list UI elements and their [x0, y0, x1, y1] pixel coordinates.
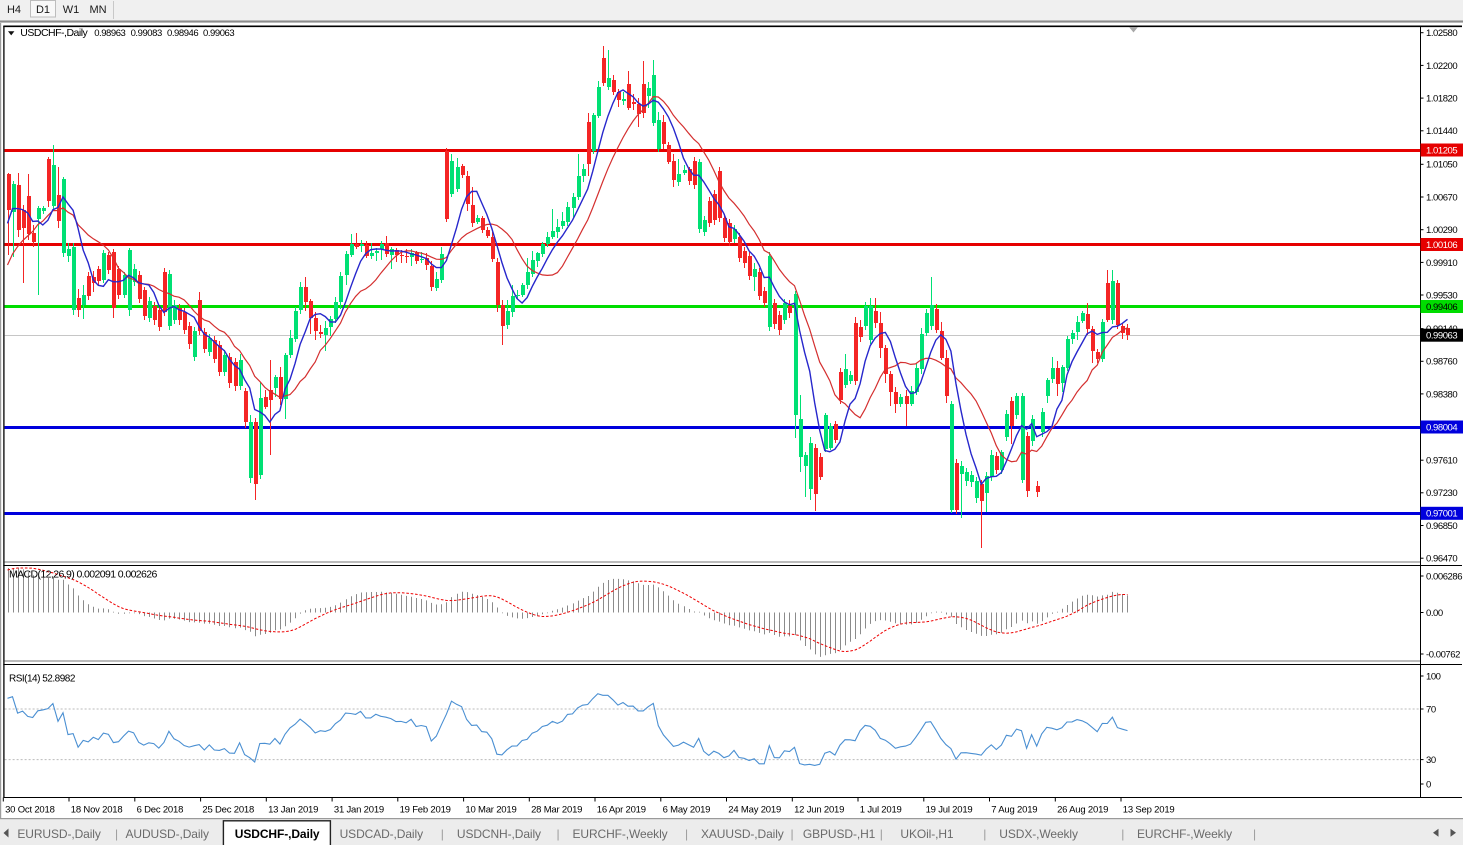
svg-text:0.98760: 0.98760: [1426, 357, 1457, 368]
svg-text:1.00290: 1.00290: [1426, 225, 1457, 236]
svg-text:0.00: 0.00: [1426, 608, 1443, 619]
svg-text:|: |: [115, 827, 118, 841]
svg-text:0: 0: [1426, 779, 1431, 790]
svg-text:USDCAD-,Daily: USDCAD-,Daily: [340, 827, 423, 841]
svg-text:|: |: [557, 827, 560, 841]
svg-text:0.97001: 0.97001: [1426, 509, 1457, 520]
svg-text:30 Oct 2018: 30 Oct 2018: [5, 805, 55, 816]
svg-text:1.01205: 1.01205: [1426, 145, 1457, 156]
svg-text:1.01820: 1.01820: [1426, 94, 1457, 105]
svg-text:18 Nov 2018: 18 Nov 2018: [71, 805, 123, 816]
svg-text:MN: MN: [89, 4, 106, 16]
svg-text:30: 30: [1426, 755, 1436, 766]
svg-text:1.00106: 1.00106: [1426, 240, 1457, 251]
svg-text:0.98004: 0.98004: [1426, 422, 1457, 433]
svg-text:0.99910: 0.99910: [1426, 258, 1457, 269]
svg-text:H4: H4: [7, 4, 21, 16]
svg-text:|: |: [441, 827, 444, 841]
svg-text:24 May 2019: 24 May 2019: [728, 805, 781, 816]
svg-text:USDX-,Weekly: USDX-,Weekly: [999, 827, 1078, 841]
svg-text:|: |: [1121, 827, 1124, 841]
svg-text:EURCHF-,Weekly: EURCHF-,Weekly: [573, 827, 668, 841]
svg-text:1 Jul 2019: 1 Jul 2019: [860, 805, 902, 816]
svg-text:|: |: [685, 827, 688, 841]
svg-text:|: |: [1253, 827, 1256, 841]
svg-text:1.01440: 1.01440: [1426, 126, 1457, 137]
svg-text:13 Sep 2019: 13 Sep 2019: [1123, 805, 1175, 816]
svg-text:7 Aug 2019: 7 Aug 2019: [991, 805, 1037, 816]
svg-text:31 Jan 2019: 31 Jan 2019: [334, 805, 384, 816]
svg-text:0.99083: 0.99083: [131, 28, 162, 39]
svg-text:|: |: [791, 827, 794, 841]
svg-text:0.006286: 0.006286: [1426, 571, 1462, 582]
svg-text:0.99063: 0.99063: [1426, 331, 1457, 342]
svg-text:AUDUSD-,Daily: AUDUSD-,Daily: [126, 827, 209, 841]
svg-text:USDCNH-,Daily: USDCNH-,Daily: [457, 827, 541, 841]
svg-text:28 Mar 2019: 28 Mar 2019: [531, 805, 582, 816]
svg-text:0.98946: 0.98946: [167, 28, 198, 39]
svg-text:-0.00762: -0.00762: [1426, 649, 1460, 660]
svg-text:0.96850: 0.96850: [1426, 521, 1457, 532]
svg-text:UKOil-,H1: UKOil-,H1: [900, 827, 954, 841]
svg-text:16 Apr 2019: 16 Apr 2019: [597, 805, 646, 816]
svg-text:RSI(14) 52.8982: RSI(14) 52.8982: [9, 674, 76, 685]
svg-text:MACD(12,26,9) 0.002091 0.00262: MACD(12,26,9) 0.002091 0.002626: [9, 569, 158, 581]
svg-text:0.99406: 0.99406: [1426, 302, 1457, 313]
svg-text:|: |: [880, 827, 883, 841]
svg-text:19 Feb 2019: 19 Feb 2019: [400, 805, 451, 816]
svg-text:0.97610: 0.97610: [1426, 456, 1457, 467]
svg-text:0.99530: 0.99530: [1426, 290, 1457, 301]
svg-text:USDCHF-,Daily: USDCHF-,Daily: [235, 827, 320, 841]
svg-text:D1: D1: [36, 4, 50, 16]
svg-text:EURUSD-,Daily: EURUSD-,Daily: [17, 827, 100, 841]
svg-text:1.01050: 1.01050: [1426, 160, 1457, 171]
svg-text:0.97230: 0.97230: [1426, 488, 1457, 499]
svg-text:6 May 2019: 6 May 2019: [663, 805, 711, 816]
svg-text:0.98380: 0.98380: [1426, 389, 1457, 400]
svg-text:13 Jan 2019: 13 Jan 2019: [268, 805, 318, 816]
svg-text:XAUUSD-,Daily: XAUUSD-,Daily: [701, 827, 784, 841]
svg-text:6 Dec 2018: 6 Dec 2018: [137, 805, 184, 816]
svg-text:0.96470: 0.96470: [1426, 554, 1457, 565]
svg-text:0.98963: 0.98963: [94, 28, 125, 39]
svg-text:26 Aug 2019: 26 Aug 2019: [1057, 805, 1108, 816]
svg-text:19 Jul 2019: 19 Jul 2019: [926, 805, 973, 816]
svg-text:|: |: [983, 827, 986, 841]
svg-text:1.02580: 1.02580: [1426, 28, 1457, 39]
svg-text:GBPUSD-,H1: GBPUSD-,H1: [803, 827, 876, 841]
svg-text:25 Dec 2018: 25 Dec 2018: [202, 805, 254, 816]
svg-text:W1: W1: [63, 4, 80, 16]
svg-text:10 Mar 2019: 10 Mar 2019: [465, 805, 516, 816]
svg-text:USDCHF-,Daily: USDCHF-,Daily: [20, 27, 88, 39]
svg-text:12 Jun 2019: 12 Jun 2019: [794, 805, 844, 816]
svg-text:0.99063: 0.99063: [203, 28, 234, 39]
svg-text:1.00670: 1.00670: [1426, 192, 1457, 203]
svg-text:100: 100: [1426, 671, 1441, 682]
svg-text:70: 70: [1426, 704, 1436, 715]
svg-text:EURCHF-,Weekly: EURCHF-,Weekly: [1137, 827, 1232, 841]
svg-text:1.02200: 1.02200: [1426, 61, 1457, 72]
